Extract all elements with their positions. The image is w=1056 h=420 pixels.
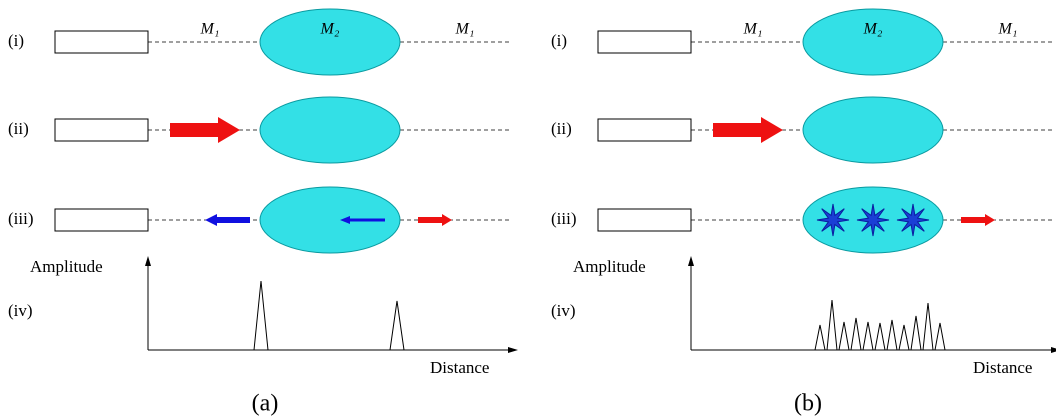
row-label: (iii) — [8, 209, 34, 228]
axis-head — [145, 256, 151, 266]
medium-label: M₂ — [320, 21, 340, 38]
row-label: (iii) — [551, 209, 577, 228]
medium-label: M₂ — [863, 21, 883, 38]
medium-label: M₁ — [200, 21, 220, 38]
panel-caption: (a) — [252, 391, 279, 417]
row-label: (iv) — [8, 301, 33, 320]
echo-signal — [148, 280, 405, 351]
medium — [802, 8, 944, 76]
medium — [259, 96, 401, 164]
echo-signal — [691, 299, 947, 351]
axis-head — [688, 256, 694, 266]
arrow — [340, 216, 385, 224]
medium — [259, 8, 401, 76]
scatter-star — [896, 203, 930, 237]
panel: (i) (ii) (iii) (iv) M₁ M₂ M₁ Amplitude Distance (… — [551, 8, 1056, 417]
row-label: (i) — [551, 31, 567, 50]
medium-label: M₁ — [998, 21, 1018, 38]
axis-head — [508, 347, 518, 353]
source-box — [597, 118, 692, 142]
x-axis-label: Distance — [973, 358, 1032, 377]
arrow — [961, 214, 995, 226]
arrow — [713, 117, 783, 143]
arrow — [170, 117, 240, 143]
panel-caption: (b) — [794, 391, 822, 417]
x-axis-label: Distance — [430, 358, 489, 377]
source-box — [54, 118, 149, 142]
axis-head — [1051, 347, 1056, 353]
arrow — [418, 214, 452, 226]
row-label: (ii) — [551, 119, 572, 138]
row-label: (i) — [8, 31, 24, 50]
scatter-star — [816, 203, 850, 237]
source-box — [597, 208, 692, 232]
y-axis-label: Amplitude — [573, 257, 646, 276]
medium-label: M₁ — [743, 21, 763, 38]
source-box — [54, 208, 149, 232]
scatter-star — [856, 203, 890, 237]
y-axis-label: Amplitude — [30, 257, 103, 276]
arrow — [205, 214, 250, 226]
medium-label: M₁ — [455, 21, 475, 38]
medium — [259, 186, 401, 254]
medium — [802, 96, 944, 164]
source-box — [54, 30, 149, 54]
row-label: (ii) — [8, 119, 29, 138]
source-box — [597, 30, 692, 54]
row-label: (iv) — [551, 301, 576, 320]
panel: (i) (ii) (iii) (iv) M₁ M₂ M₁ Amplitude Distance (… — [8, 8, 518, 417]
